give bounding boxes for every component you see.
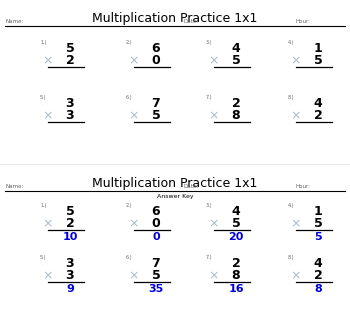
Text: 35: 35 [148, 284, 164, 294]
Text: 6: 6 [152, 205, 160, 218]
Text: 2: 2 [232, 257, 240, 270]
Text: 2: 2 [232, 97, 240, 110]
Text: 6.): 6.) [126, 255, 133, 260]
Text: 7.): 7.) [206, 95, 212, 100]
Text: 0: 0 [152, 54, 160, 67]
Text: 16: 16 [228, 284, 244, 294]
Text: ×: × [129, 54, 139, 67]
Text: ×: × [291, 54, 301, 67]
Text: 20: 20 [228, 232, 244, 242]
Text: 5: 5 [232, 54, 240, 67]
Text: Hour:: Hour: [295, 184, 310, 189]
Text: 3: 3 [66, 269, 74, 282]
Text: ×: × [209, 269, 219, 282]
Text: 5: 5 [232, 217, 240, 230]
Text: 1.): 1.) [40, 203, 47, 208]
Text: ×: × [209, 109, 219, 122]
Text: Multiplication Practice 1x1: Multiplication Practice 1x1 [92, 177, 258, 190]
Text: 2.): 2.) [126, 203, 133, 208]
Text: ×: × [43, 269, 53, 282]
Text: 8.): 8.) [288, 255, 294, 260]
Text: ×: × [129, 269, 139, 282]
Text: ×: × [43, 54, 53, 67]
Text: 3.): 3.) [206, 40, 212, 45]
Text: 5: 5 [152, 109, 160, 122]
Text: ×: × [291, 269, 301, 282]
Text: Name:: Name: [6, 184, 24, 189]
Text: 3: 3 [66, 257, 74, 270]
Text: 5: 5 [66, 205, 74, 218]
Text: 0: 0 [152, 232, 160, 242]
Text: 9: 9 [66, 284, 74, 294]
Text: 5: 5 [152, 269, 160, 282]
Text: 7: 7 [152, 97, 160, 110]
Text: 8: 8 [314, 284, 322, 294]
Text: 2.): 2.) [126, 40, 133, 45]
Text: 0: 0 [152, 217, 160, 230]
Text: Answer Key: Answer Key [157, 194, 193, 199]
Text: 1.): 1.) [40, 40, 47, 45]
Text: ×: × [129, 109, 139, 122]
Text: 7.): 7.) [206, 255, 212, 260]
Text: 4: 4 [314, 97, 322, 110]
Text: Name:: Name: [6, 19, 24, 24]
Text: 5: 5 [314, 217, 322, 230]
Text: Multiplication Practice 1x1: Multiplication Practice 1x1 [92, 12, 258, 25]
Text: 2: 2 [314, 109, 322, 122]
Text: ×: × [209, 54, 219, 67]
Text: 1: 1 [314, 205, 322, 218]
Text: ×: × [291, 217, 301, 230]
Text: ×: × [291, 109, 301, 122]
Text: 4: 4 [232, 205, 240, 218]
Text: 3: 3 [66, 109, 74, 122]
Text: 5: 5 [314, 54, 322, 67]
Text: 2: 2 [66, 217, 74, 230]
Text: 4.): 4.) [288, 40, 294, 45]
Text: ×: × [43, 109, 53, 122]
Text: 8: 8 [232, 109, 240, 122]
Text: 1: 1 [314, 42, 322, 55]
Text: ×: × [209, 217, 219, 230]
Text: 7: 7 [152, 257, 160, 270]
Text: Date:: Date: [183, 19, 198, 24]
Text: Date:: Date: [183, 184, 198, 189]
Text: 4.): 4.) [288, 203, 294, 208]
Text: 5.): 5.) [40, 255, 47, 260]
Text: 5: 5 [314, 232, 322, 242]
Text: Hour:: Hour: [295, 19, 310, 24]
Text: 2: 2 [66, 54, 74, 67]
Text: 6: 6 [152, 42, 160, 55]
Text: 5: 5 [66, 42, 74, 55]
Text: 4: 4 [314, 257, 322, 270]
Text: 2: 2 [314, 269, 322, 282]
Text: ×: × [129, 217, 139, 230]
Text: 8.): 8.) [288, 95, 294, 100]
Text: ×: × [43, 217, 53, 230]
Text: 10: 10 [62, 232, 78, 242]
Text: 6.): 6.) [126, 95, 133, 100]
Text: 5.): 5.) [40, 95, 47, 100]
Text: 4: 4 [232, 42, 240, 55]
Text: 3.): 3.) [206, 203, 212, 208]
Text: 8: 8 [232, 269, 240, 282]
Text: 3: 3 [66, 97, 74, 110]
